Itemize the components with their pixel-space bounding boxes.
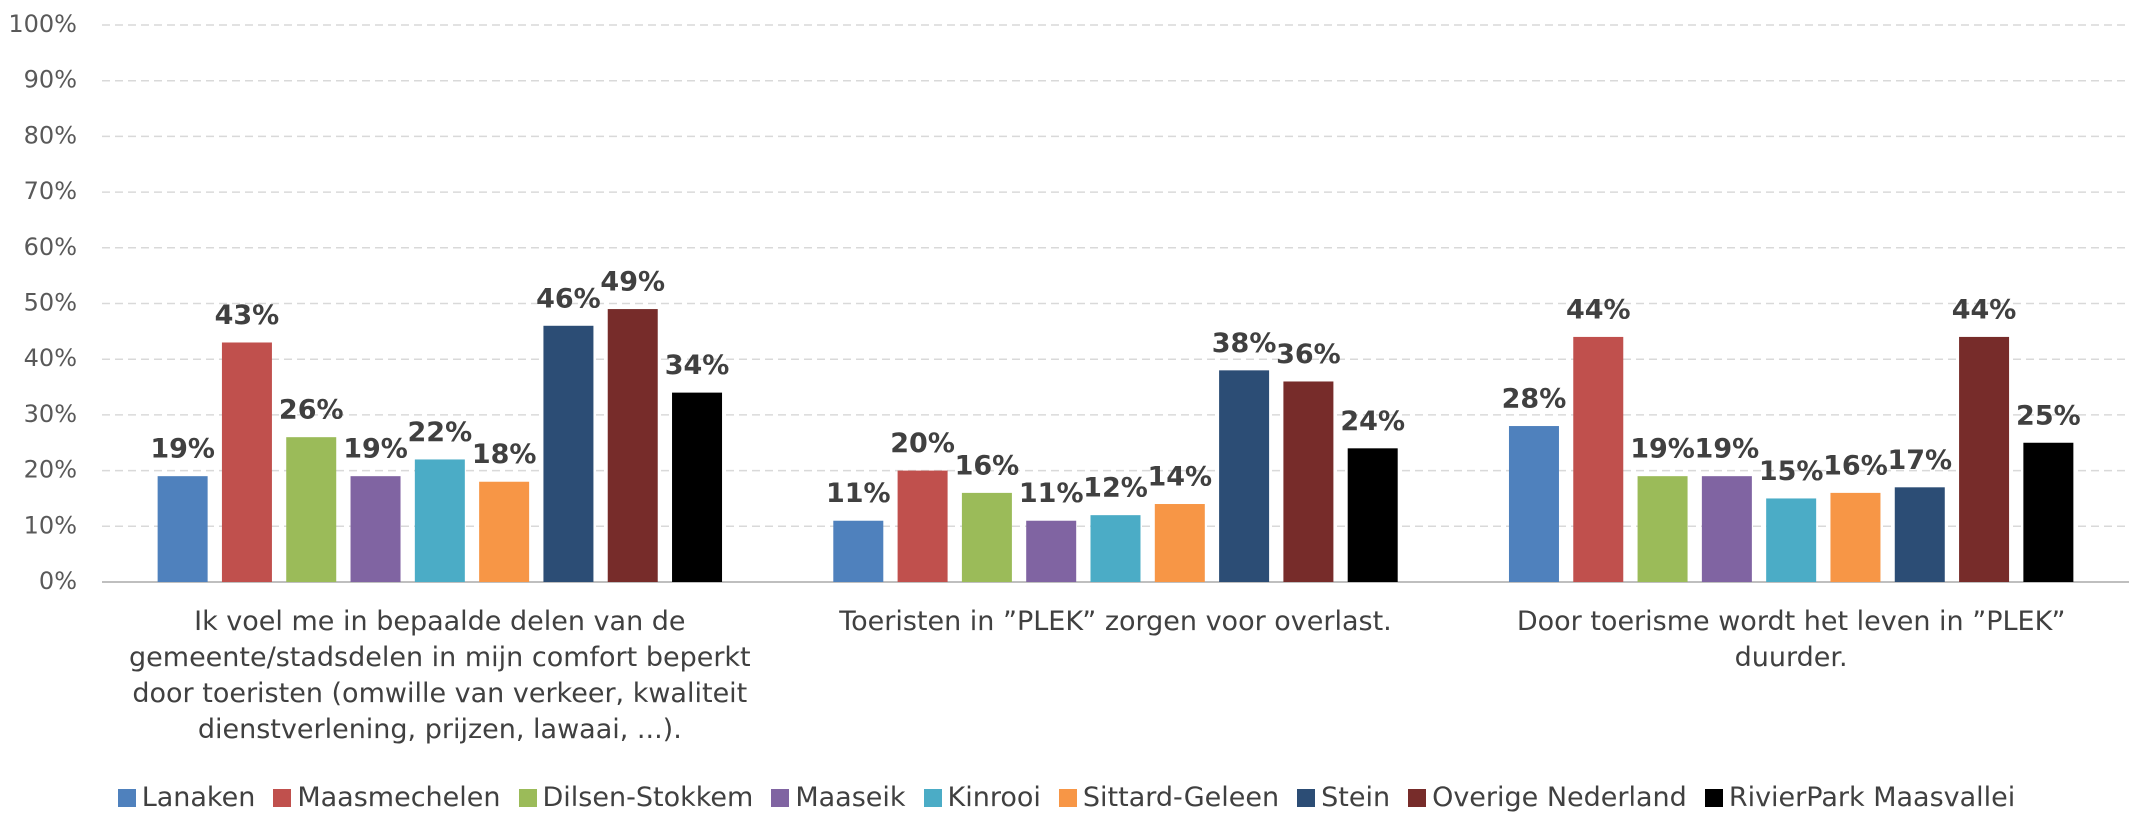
legend-item: Maasmechelen xyxy=(273,782,501,813)
legend-item: Sittard-Geleen xyxy=(1058,782,1280,813)
legend-swatch xyxy=(117,788,136,807)
legend-item: Dilsen-Stokkem xyxy=(518,782,754,813)
bar xyxy=(286,437,337,582)
data-label: 26% xyxy=(279,395,344,426)
bar xyxy=(1830,492,1881,582)
bar xyxy=(1347,448,1398,582)
y-tick-label: 70% xyxy=(24,177,77,205)
legend: Lanaken Maasmechelen Dilsen-Stokkem Maaseik… xyxy=(0,782,2133,813)
bar xyxy=(1894,487,1945,582)
bar xyxy=(1283,381,1334,582)
y-tick-label: 50% xyxy=(24,289,77,317)
y-tick-label: 40% xyxy=(24,344,77,372)
data-label: 19% xyxy=(150,434,215,465)
bar xyxy=(157,476,208,582)
bar xyxy=(1766,498,1817,582)
y-tick-label: 80% xyxy=(24,121,77,149)
data-label: 17% xyxy=(1887,445,1952,476)
legend-item: Overige Nederland xyxy=(1408,782,1687,813)
data-label: 49% xyxy=(600,267,665,298)
legend-label: Sittard-Geleen xyxy=(1082,782,1280,813)
data-label: 38% xyxy=(1212,328,1277,359)
y-tick-label: 60% xyxy=(24,233,77,261)
legend-item: RivierPark Maasvallei xyxy=(1704,782,2016,813)
bar xyxy=(350,476,401,582)
y-tick-label: 0% xyxy=(39,567,77,595)
legend-swatch xyxy=(771,788,790,807)
bar xyxy=(1090,515,1141,582)
legend-swatch xyxy=(1058,788,1077,807)
y-tick-label: 30% xyxy=(24,400,77,428)
bar xyxy=(1701,476,1752,582)
data-label: 19% xyxy=(1695,434,1760,465)
data-label: 16% xyxy=(1823,450,1888,481)
legend-swatch xyxy=(1297,788,1316,807)
bar xyxy=(833,520,884,582)
legend-label: Overige Nederland xyxy=(1432,782,1687,813)
data-label: 15% xyxy=(1759,456,1824,487)
y-tick-label: 10% xyxy=(24,511,77,539)
data-label: 36% xyxy=(1276,339,1341,370)
data-label: 24% xyxy=(1340,406,1405,437)
bar xyxy=(479,481,530,582)
data-label: 19% xyxy=(1630,434,1695,465)
legend-label: Stein xyxy=(1321,782,1391,813)
bar xyxy=(672,392,723,582)
data-label: 11% xyxy=(826,478,891,509)
legend-swatch xyxy=(518,788,537,807)
legend-swatch xyxy=(273,788,292,807)
bar xyxy=(1959,336,2010,582)
data-label: 44% xyxy=(1566,294,1631,325)
bar xyxy=(543,325,594,582)
bar xyxy=(607,309,658,582)
data-label: 25% xyxy=(2016,400,2081,431)
data-label: 34% xyxy=(665,350,730,381)
legend-label: Dilsen-Stokkem xyxy=(542,782,754,813)
legend-swatch xyxy=(1704,788,1723,807)
bar xyxy=(1637,476,1688,582)
legend-item: Stein xyxy=(1297,782,1390,813)
bar xyxy=(2023,442,2074,582)
legend-label: Maasmechelen xyxy=(297,782,501,813)
data-label: 12% xyxy=(1083,473,1148,504)
plot: 0% 10% 20% 30% 40% 50% 60% 70% 80% 90% 100% 19% 43% 2… xyxy=(8,10,2129,595)
legend-item: Maaseik xyxy=(771,782,906,813)
legend-swatch xyxy=(1408,788,1427,807)
y-tick-label: 100% xyxy=(8,10,77,38)
legend-item: Kinrooi xyxy=(923,782,1041,813)
data-label: 22% xyxy=(408,417,473,448)
bar xyxy=(1573,336,1624,582)
legend-swatch xyxy=(923,788,942,807)
bar xyxy=(414,459,465,582)
data-label: 11% xyxy=(1019,478,1084,509)
data-label: 28% xyxy=(1502,384,1567,415)
bar xyxy=(1026,520,1077,582)
legend-label: RivierPark Maasvallei xyxy=(1728,782,2016,813)
data-label: 46% xyxy=(536,283,601,314)
x-tick-label: Door toerisme wordt het leven in ”PLEK” … xyxy=(1516,606,2066,673)
bar xyxy=(221,342,272,582)
legend-label: Lanaken xyxy=(141,782,256,813)
data-label: 19% xyxy=(343,434,408,465)
data-label: 43% xyxy=(215,300,280,331)
y-tick-label: 90% xyxy=(24,66,77,94)
y-tick-label: 20% xyxy=(24,456,77,484)
data-label: 20% xyxy=(890,428,955,459)
legend-label: Maaseik xyxy=(795,782,906,813)
bar xyxy=(1154,504,1205,582)
bar xyxy=(1219,370,1270,582)
x-tick-label: Toeristen in ”PLEK” zorgen voor overlast… xyxy=(839,606,1392,637)
data-label: 18% xyxy=(472,439,537,470)
bar xyxy=(897,470,948,582)
data-label: 44% xyxy=(1952,294,2017,325)
data-label: 14% xyxy=(1147,462,1212,493)
bar xyxy=(961,492,1012,582)
bar xyxy=(1508,426,1559,582)
data-label: 16% xyxy=(955,450,1020,481)
legend-item: Lanaken xyxy=(117,782,256,813)
legend-label: Kinrooi xyxy=(947,782,1041,813)
x-tick-label: Ik voel me in bepaalde delen van de geme… xyxy=(129,606,751,745)
